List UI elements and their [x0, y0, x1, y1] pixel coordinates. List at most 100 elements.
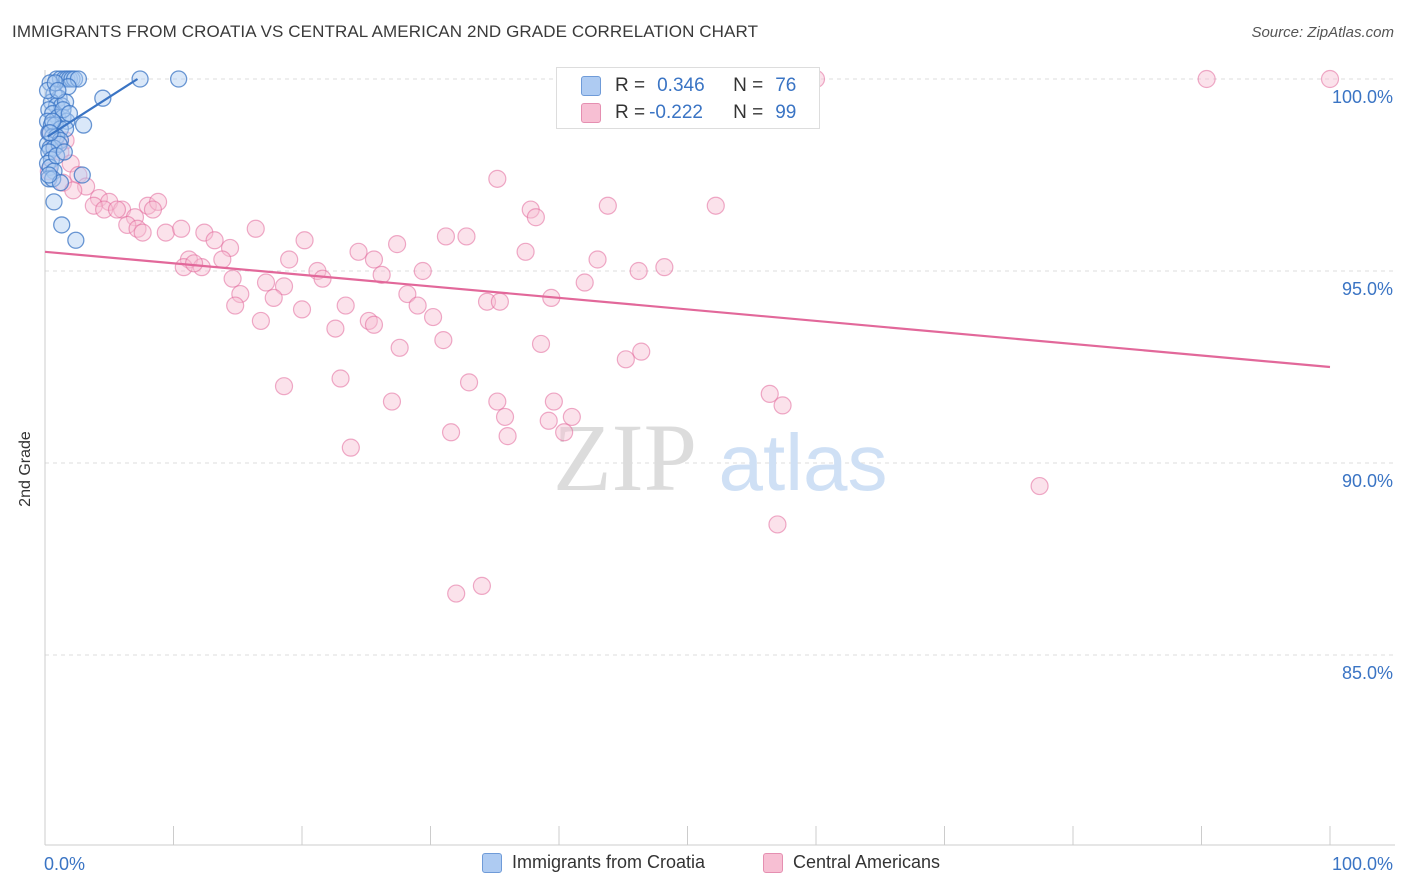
data-point-central-americans	[495, 407, 515, 427]
data-point-central-americans	[118, 215, 137, 235]
stats-r-label: R =	[615, 75, 646, 96]
data-point-central-americans	[172, 219, 191, 238]
data-point-central-americans	[768, 515, 787, 534]
data-point-central-americans	[274, 377, 294, 396]
data-point-central-americans	[295, 231, 314, 250]
stats-r-value: -0.222	[649, 102, 703, 123]
data-point-croatia	[41, 124, 59, 142]
data-point-central-americans	[459, 373, 479, 392]
data-point-central-americans	[598, 196, 617, 215]
data-point-central-americans	[555, 423, 574, 442]
legend-swatch-blue	[482, 852, 502, 873]
data-point-central-americans	[264, 288, 283, 307]
data-point-central-americans	[516, 242, 535, 261]
data-point-central-americans	[133, 223, 152, 242]
watermark: ZIP atlas	[553, 404, 887, 511]
data-point-central-americans	[336, 296, 355, 315]
data-point-central-americans	[195, 223, 214, 242]
gridlines	[45, 78, 1395, 656]
data-point-central-americans	[331, 369, 350, 388]
data-point-croatia	[55, 143, 73, 161]
data-point-croatia	[67, 231, 85, 249]
data-point-central-americans	[531, 334, 551, 354]
stats-n-value: 99	[775, 102, 797, 123]
data-point-central-americans	[364, 315, 384, 334]
stats-n-label: N =	[733, 102, 764, 123]
stats-r-value: 0.346	[657, 75, 705, 96]
central-americans-points	[39, 69, 1340, 603]
y-tick-label: 100.0%	[1332, 87, 1393, 107]
data-point-central-americans	[616, 350, 635, 369]
data-point-central-americans	[372, 265, 391, 284]
data-point-central-americans	[95, 200, 114, 219]
data-point-central-americans	[84, 196, 103, 215]
data-point-central-americans	[544, 392, 563, 411]
y-tick-label: 90.0%	[1342, 471, 1393, 491]
data-point-central-americans	[477, 292, 497, 311]
legend-item-central-americans[interactable]: Central Americans	[763, 852, 940, 873]
data-point-central-americans	[434, 331, 453, 350]
data-point-central-americans	[274, 277, 294, 296]
legend-label-croatia: Immigrants from Croatia	[512, 852, 706, 872]
data-point-central-americans	[760, 384, 779, 403]
data-point-central-americans	[457, 227, 476, 246]
data-point-central-americans	[184, 254, 204, 273]
data-point-central-americans	[413, 261, 432, 281]
data-point-central-americans	[213, 250, 232, 269]
legend-label-central-americans: Central Americans	[793, 852, 941, 872]
trend-line-croatia	[46, 78, 139, 138]
source-label: Source: ZipAtlas.com	[1251, 24, 1394, 41]
data-point-central-americans	[326, 319, 345, 338]
data-point-central-americans	[539, 411, 558, 430]
watermark-zip: ZIP	[553, 404, 697, 511]
tick-labels: 85.0% 90.0% 95.0% 100.0% 0.0% 100.0%	[44, 87, 1393, 874]
data-point-croatia	[49, 81, 67, 100]
data-point-croatia	[169, 70, 188, 88]
data-point-central-americans	[706, 196, 725, 215]
data-point-central-americans	[1197, 69, 1216, 89]
data-point-central-americans	[562, 407, 581, 427]
stats-swatch-pink	[581, 103, 601, 123]
data-point-central-americans	[488, 169, 507, 188]
data-point-central-americans	[655, 258, 674, 277]
data-point-central-americans	[472, 576, 491, 595]
data-point-croatia	[40, 166, 58, 184]
data-point-central-americans	[387, 235, 407, 254]
data-point-croatia	[74, 116, 93, 134]
y-tick-label: 95.0%	[1342, 279, 1393, 299]
data-point-croatia	[53, 216, 71, 234]
legend-swatch-pink	[763, 852, 783, 873]
data-point-central-americans	[398, 284, 417, 304]
legend-item-croatia[interactable]: Immigrants from Croatia	[482, 852, 705, 873]
data-point-croatia	[45, 193, 63, 211]
y-tick-label: 85.0%	[1342, 663, 1393, 683]
data-point-central-americans	[526, 208, 545, 227]
data-point-croatia	[94, 89, 112, 107]
data-point-central-americans	[64, 181, 83, 200]
data-point-central-americans	[205, 231, 224, 250]
stats-n-value: 76	[775, 75, 797, 96]
data-point-central-americans	[226, 296, 245, 315]
data-point-central-americans	[364, 250, 384, 269]
data-point-central-americans	[773, 396, 792, 415]
data-point-central-americans	[1320, 69, 1340, 89]
data-point-central-americans	[629, 261, 648, 281]
data-point-central-americans	[390, 338, 409, 357]
data-point-central-americans	[280, 250, 299, 269]
axes	[44, 70, 1395, 846]
bottom-legend: Immigrants from Croatia Central American…	[0, 852, 1406, 880]
stats-row-croatia: R = 0.346 N = 76	[581, 73, 797, 99]
data-point-central-americans	[341, 438, 360, 457]
data-point-croatia	[131, 70, 149, 88]
data-point-central-americans	[498, 427, 517, 446]
data-point-central-americans	[107, 200, 127, 219]
data-point-central-americans	[488, 392, 507, 411]
data-point-central-americans	[143, 200, 163, 219]
stats-n-label: N =	[733, 75, 764, 96]
data-point-central-americans	[423, 307, 443, 327]
data-point-croatia	[73, 166, 91, 184]
data-point-central-americans	[125, 208, 145, 227]
data-point-central-americans	[1030, 476, 1049, 496]
stats-r-label: R =	[615, 102, 646, 123]
stats-legend: R = 0.346 N = 76 R = -0.222 N = 99	[556, 67, 820, 129]
